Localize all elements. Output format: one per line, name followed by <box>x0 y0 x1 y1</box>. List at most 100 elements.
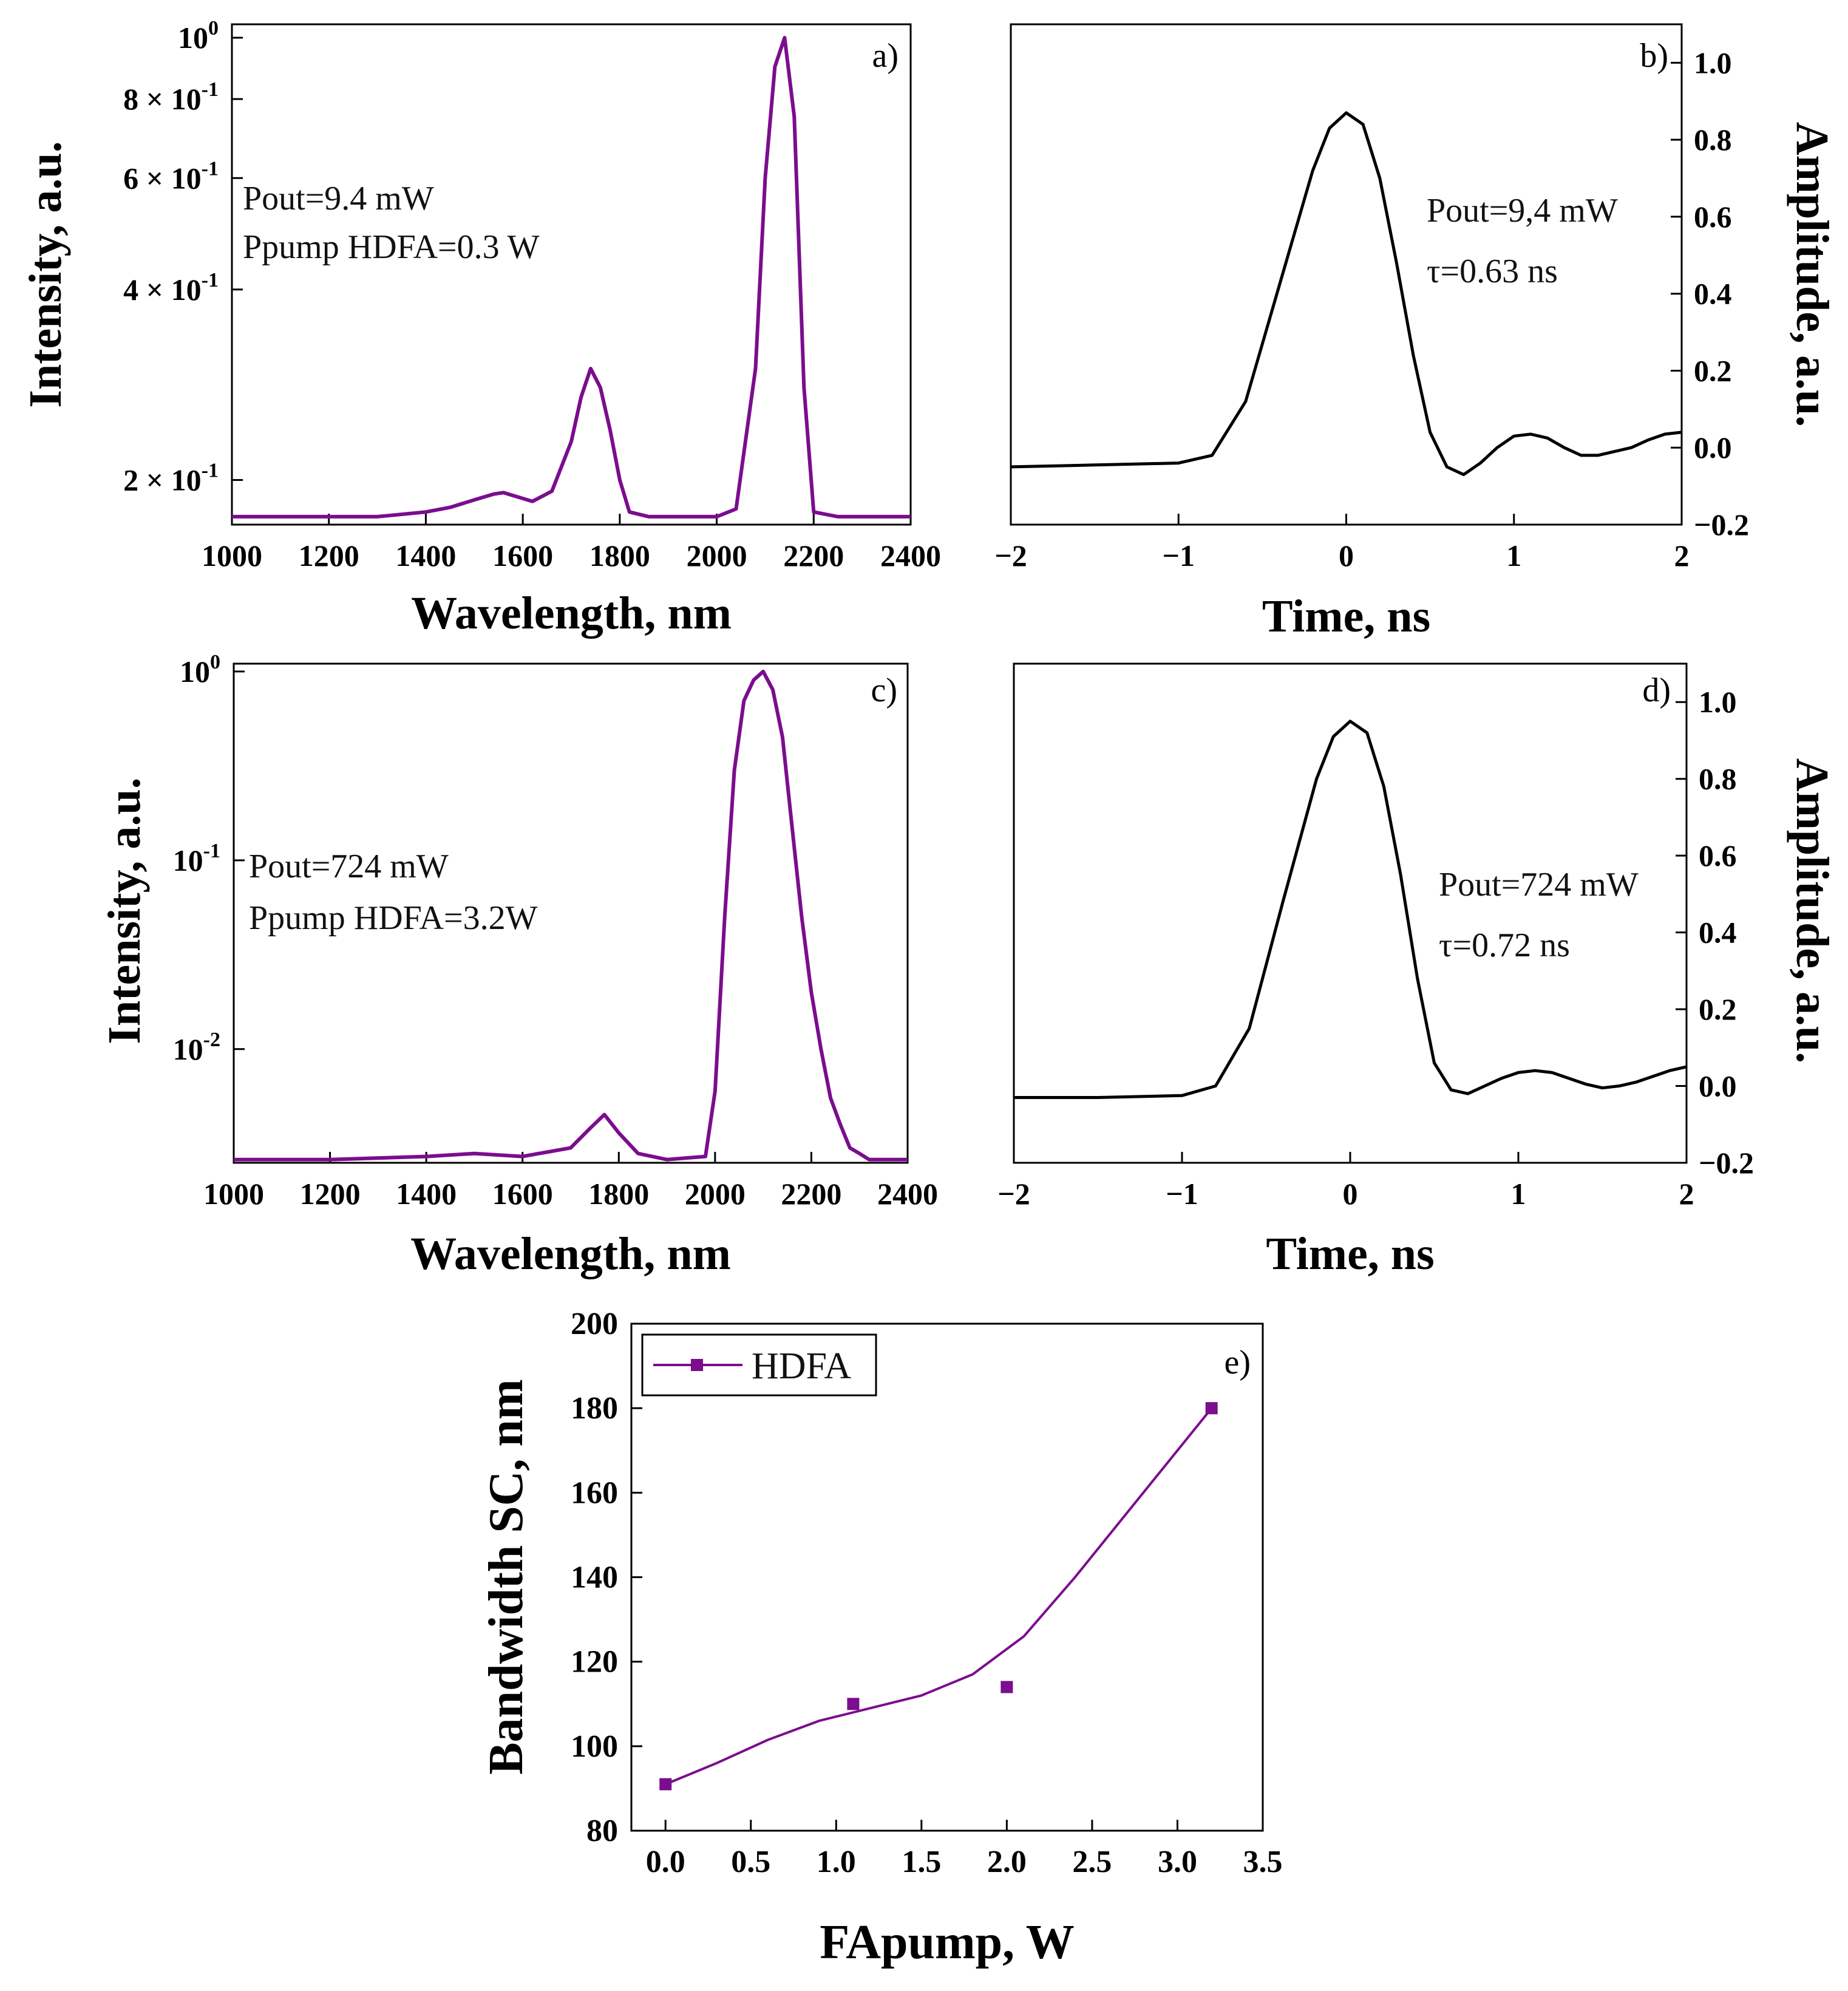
y-tick-label: 2 × 10-1 <box>123 459 219 497</box>
annotation-text: Pout=9,4 mW <box>1427 192 1618 230</box>
legend-label: HDFA <box>752 1346 851 1387</box>
annotation-text: Pout=724 mW <box>1439 866 1639 904</box>
annotation-text: Ppump HDFA=3.2W <box>249 899 538 937</box>
y-tick-base: 10 <box>173 1032 203 1066</box>
x-tick-label: 0 <box>1339 539 1354 573</box>
x-tick-label: 0.5 <box>731 1845 770 1879</box>
plot-frame <box>233 662 909 1164</box>
y-tick-label: 0.2 <box>1694 353 1732 387</box>
y-axis-label: Intensity, a.u. <box>99 777 150 1044</box>
plot-frame <box>630 1322 1264 1832</box>
data-point <box>1205 1402 1218 1415</box>
x-tick-label: 1200 <box>299 539 359 573</box>
x-tick-label: 1800 <box>588 1177 649 1211</box>
x-tick-label: 2.0 <box>987 1845 1027 1879</box>
series-line <box>234 669 908 1162</box>
y-tick-label: 0.6 <box>1694 200 1732 234</box>
x-tick-label: 0.0 <box>646 1845 685 1879</box>
x-axis-label: Time, ns <box>1266 1228 1434 1279</box>
panel-letter: a) <box>872 37 899 75</box>
y-tick-label: 1.0 <box>1694 46 1732 80</box>
y-tick-exponent: -1 <box>203 840 220 862</box>
y-tick-label: 6 × 10-1 <box>123 157 219 195</box>
y-tick-exponent: -1 <box>202 78 219 101</box>
x-tick-label: 2400 <box>880 539 941 573</box>
x-tick-label: 2.5 <box>1072 1845 1112 1879</box>
x-tick-label: −2 <box>997 1177 1030 1211</box>
x-tick-label: 2000 <box>685 1177 746 1211</box>
series-line <box>232 36 911 519</box>
y-tick-label: 1.0 <box>1699 685 1737 719</box>
y-tick-base: 2 × 10 <box>123 463 202 497</box>
data-point <box>847 1698 860 1710</box>
data-point <box>659 1778 672 1791</box>
plot-frame <box>1013 662 1688 1164</box>
legend-marker <box>691 1359 703 1371</box>
plot-frame <box>1010 23 1683 526</box>
panel-letter: b) <box>1640 37 1668 75</box>
y-tick-label: 0.8 <box>1694 123 1732 157</box>
y-tick-label: 0.6 <box>1699 839 1737 873</box>
y-tick-label: 0.4 <box>1694 277 1732 311</box>
y-tick-label: 0.4 <box>1699 916 1737 950</box>
y-tick-label: 200 <box>571 1307 618 1341</box>
x-tick-label: 1.5 <box>902 1845 941 1879</box>
x-tick-label: 1600 <box>492 539 553 573</box>
x-axis-label: Wavelength, nm <box>410 1228 731 1279</box>
x-tick-label: 1 <box>1511 1177 1526 1211</box>
y-axis-label: Bandwidth SC, nm <box>480 1379 533 1774</box>
x-tick-label: 2000 <box>687 539 747 573</box>
x-tick-label: 2200 <box>781 1177 841 1211</box>
y-tick-exponent: 0 <box>208 17 219 39</box>
chart-panel-2: −2 −1 0 1 2−0.2 0.0 0.2 0.4 0.6 0.8 1.0 Time, ns Amp… <box>994 23 1838 642</box>
chart-panel-5: 0.0 0.5 1.0 1.5 2.0 2.5 3.0 3.5 80 100 120 140 160 18… <box>480 1307 1283 1969</box>
x-tick-label: 2200 <box>783 539 844 573</box>
annotation-text: Pout=724 mW <box>249 848 449 885</box>
y-tick-label: 160 <box>571 1475 618 1510</box>
x-tick-label: 1000 <box>202 539 262 573</box>
y-axis-label: Amplitude, a.u. <box>1787 758 1838 1064</box>
x-tick-label: 1400 <box>396 1177 457 1211</box>
x-tick-label: 3.0 <box>1158 1845 1197 1879</box>
y-tick-label: 100 <box>180 651 220 689</box>
y-tick-base: 10 <box>180 655 210 689</box>
y-tick-label: 0.8 <box>1699 762 1737 796</box>
annotation-text: Ppump HDFA=0.3 W <box>243 228 540 266</box>
x-tick-label: 1.0 <box>817 1845 856 1879</box>
x-tick-label: 1800 <box>589 539 650 573</box>
x-tick-label: 2 <box>1674 539 1690 573</box>
x-tick-label: 3.5 <box>1243 1845 1283 1879</box>
x-axis-label: Wavelength, nm <box>411 588 732 639</box>
y-tick-label: 4 × 10-1 <box>123 269 219 307</box>
x-tick-label: 2400 <box>877 1177 938 1211</box>
y-tick-base: 6 × 10 <box>123 161 202 195</box>
y-axis-label: Amplitude, a.u. <box>1787 122 1838 427</box>
y-axis-label: Intensity, a.u. <box>20 141 71 407</box>
data-point <box>1000 1681 1013 1693</box>
x-tick-label: 1400 <box>395 539 456 573</box>
y-tick-label: 100 <box>178 17 219 55</box>
y-tick-label: 0.0 <box>1694 431 1732 465</box>
chart-panel-4: −2 −1 0 1 2−0.2 0.0 0.2 0.4 0.6 0.8 1.0 Time, ns Amp… <box>997 662 1838 1279</box>
y-tick-label: 10-2 <box>173 1029 220 1066</box>
panel-letter: d) <box>1642 672 1671 709</box>
panel-letter: e) <box>1224 1344 1251 1381</box>
annotation-text: τ=0.63 ns <box>1427 253 1558 290</box>
y-tick-label: −0.2 <box>1694 508 1749 542</box>
y-tick-exponent: -1 <box>202 459 219 482</box>
x-tick-label: 2 <box>1679 1177 1694 1211</box>
annotation-text: τ=0.72 ns <box>1439 927 1570 964</box>
x-tick-label: 1600 <box>492 1177 553 1211</box>
y-tick-label: 100 <box>571 1729 618 1764</box>
x-tick-label: −1 <box>1163 539 1195 573</box>
y-tick-exponent: -1 <box>202 269 219 291</box>
y-tick-exponent: -1 <box>202 157 219 180</box>
panel-letter: c) <box>871 672 897 709</box>
annotation-text: Pout=9.4 mW <box>243 180 434 217</box>
series-line <box>1010 111 1682 477</box>
y-tick-label: −0.2 <box>1699 1146 1754 1180</box>
x-tick-label: 1000 <box>203 1177 264 1211</box>
y-tick-label: 120 <box>571 1645 618 1680</box>
